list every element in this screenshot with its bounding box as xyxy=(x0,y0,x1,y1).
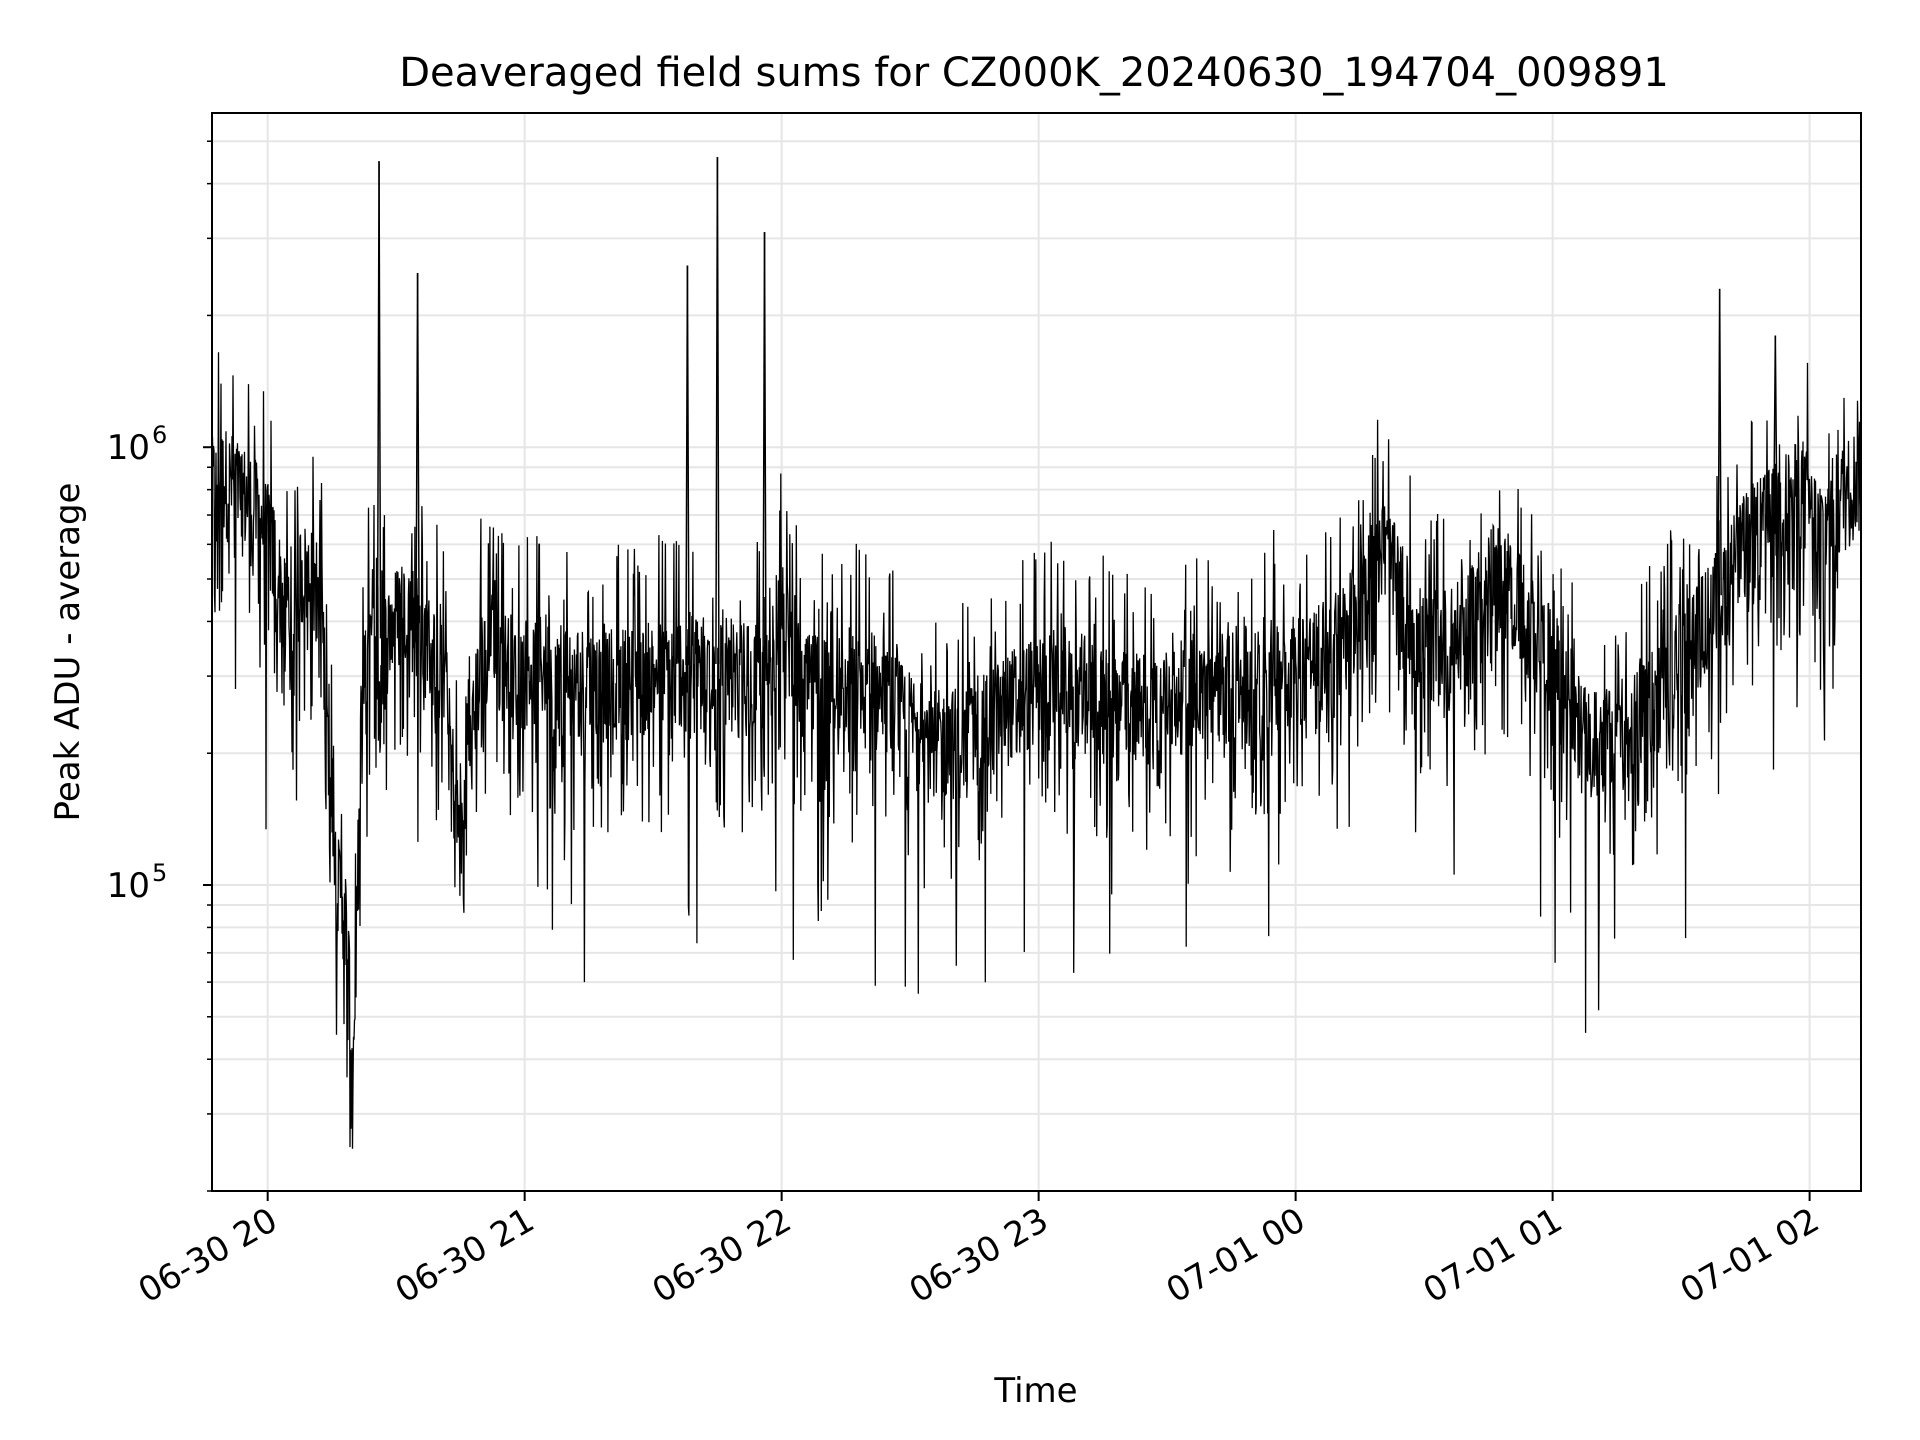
y-tick-exponent: 6 xyxy=(152,421,167,449)
y-axis-label: Peak ADU - average xyxy=(48,483,88,822)
series-spike xyxy=(416,273,420,624)
series-spike xyxy=(1718,288,1722,596)
series-spike xyxy=(1774,335,1778,516)
series-group xyxy=(211,157,1862,1149)
plot-frame xyxy=(211,112,1862,1192)
y-tick-label: 10 xyxy=(107,428,150,468)
x-axis-label: Time xyxy=(993,1371,1077,1411)
series-spike xyxy=(763,232,767,681)
series-line xyxy=(211,352,1862,1149)
series-spike xyxy=(378,161,382,639)
y-tick-label: 10 xyxy=(107,866,150,906)
series-spike xyxy=(686,265,690,666)
chart-title: Deaveraged field sums for CZ000K_2024063… xyxy=(399,50,1669,96)
y-tick-exponent: 5 xyxy=(152,859,167,887)
series-spike xyxy=(716,157,720,664)
